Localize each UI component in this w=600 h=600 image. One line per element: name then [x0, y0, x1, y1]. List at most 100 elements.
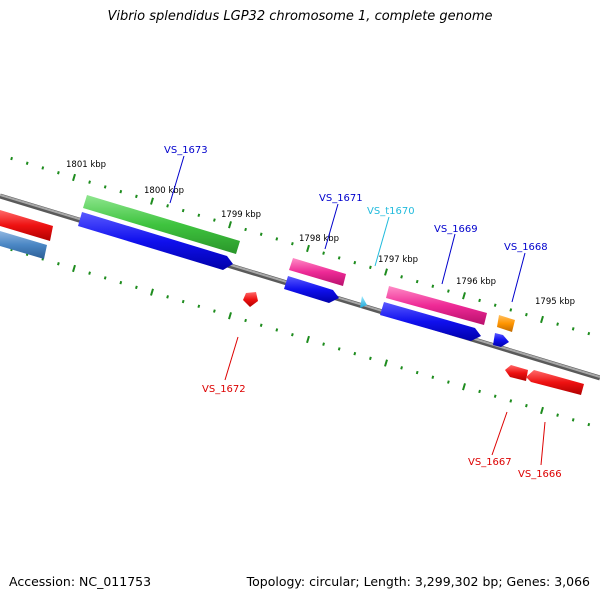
- tick-mark: [213, 218, 216, 222]
- tick-mark: [322, 251, 325, 255]
- tick-mark: [571, 418, 575, 422]
- tick-mark: [72, 264, 76, 273]
- genome-summary-text: Topology: circular; Length: 3,299,302 bp…: [246, 574, 590, 589]
- tick-mark: [525, 312, 528, 317]
- tick-mark: [384, 268, 388, 276]
- tick-mark: [275, 328, 279, 332]
- leader-vs1673: [169, 155, 185, 204]
- tick-mark: [462, 292, 466, 300]
- gene-feature-vs1666[interactable]: [526, 370, 584, 395]
- tick-mark: [353, 351, 357, 356]
- gene-feature-green[interactable]: [83, 195, 240, 254]
- tick-mark: [447, 380, 450, 384]
- tick-mark: [540, 315, 544, 324]
- tick-mark: [384, 359, 388, 367]
- tick-mark: [275, 237, 279, 241]
- gene-label-vs1671[interactable]: VS_1671: [319, 193, 363, 204]
- tick-mark: [369, 265, 372, 270]
- tick-mark: [72, 173, 76, 182]
- tick-mark: [135, 194, 138, 199]
- kbp-label: 1797 kbp: [378, 255, 418, 265]
- gene-feature-vs1667[interactable]: [505, 365, 528, 381]
- tick-mark: [41, 166, 45, 170]
- gene-label-vs1672[interactable]: VS_1672: [202, 384, 246, 395]
- gene-label-vs1667[interactable]: VS_1667: [468, 457, 512, 468]
- tick-mark: [447, 289, 450, 293]
- tick-mark: [213, 309, 216, 313]
- tick-mark: [57, 262, 60, 266]
- gene-feature-pink-1[interactable]: [289, 258, 346, 286]
- accession-text: Accession: NC_011753: [9, 574, 152, 589]
- tick-mark: [306, 244, 310, 253]
- leader-vs1669: [441, 233, 456, 285]
- tick-mark: [291, 242, 294, 246]
- gene-feature-vs1672[interactable]: [243, 292, 258, 307]
- kbp-label: 1796 kbp: [456, 277, 496, 287]
- gene-label-vs1669[interactable]: VS_1669: [434, 224, 478, 235]
- tick-mark: [509, 399, 513, 403]
- tick-mark: [119, 280, 123, 285]
- tick-mark: [415, 279, 419, 284]
- tick-mark: [244, 318, 247, 323]
- tick-mark: [197, 304, 201, 308]
- tick-mark: [322, 342, 325, 346]
- tick-mark: [197, 213, 201, 217]
- tick-mark: [150, 197, 154, 205]
- tick-mark: [57, 171, 60, 175]
- tick-mark: [181, 299, 185, 304]
- gene-feature-trna[interactable]: [360, 296, 367, 308]
- tick-mark: [556, 413, 559, 417]
- tick-mark: [556, 322, 559, 326]
- kbp-label: 1795 kbp: [535, 297, 575, 307]
- tick-mark: [400, 275, 403, 279]
- tick-mark: [571, 327, 575, 331]
- tick-mark: [337, 347, 341, 351]
- leader-vs_t1670: [374, 216, 390, 267]
- tick-mark: [181, 208, 185, 213]
- gene-label-vs1666[interactable]: VS_1666: [518, 469, 562, 480]
- tick-mark: [478, 389, 481, 394]
- leader-vs1672: [224, 336, 239, 381]
- tick-mark: [587, 422, 591, 427]
- gene-feature-steel-left[interactable]: [0, 231, 47, 259]
- map-title: Vibrio splendidus LGP32 chromosome 1, co…: [107, 9, 493, 24]
- tick-mark: [228, 312, 232, 320]
- gene-feature-pink-2[interactable]: [386, 286, 487, 325]
- tick-tracks: [10, 156, 591, 427]
- tick-mark: [10, 156, 13, 161]
- kbp-label: 1798 kbp: [299, 234, 339, 244]
- tick-mark: [431, 284, 435, 288]
- tick-mark: [337, 256, 341, 260]
- gene-feature-blue-4[interactable]: [493, 333, 509, 347]
- tick-mark: [259, 323, 263, 327]
- tick-mark: [88, 180, 91, 184]
- gene-feature-blue-2[interactable]: [284, 276, 339, 303]
- tick-mark: [478, 298, 481, 303]
- tick-mark: [291, 333, 294, 337]
- tick-mark: [135, 285, 138, 290]
- kbp-label: 1799 kbp: [221, 210, 261, 220]
- tick-mark: [306, 335, 310, 344]
- tick-mark: [150, 288, 154, 296]
- gene-feature-blue-1[interactable]: [78, 212, 233, 270]
- tick-mark: [525, 403, 528, 408]
- tick-mark: [400, 366, 403, 370]
- gene-feature-orange[interactable]: [497, 315, 515, 332]
- tick-mark: [493, 303, 497, 307]
- leader-vs1671: [324, 203, 339, 250]
- tick-mark: [431, 375, 435, 379]
- gene-label-vs1668[interactable]: VS_1668: [504, 242, 548, 253]
- gene-label-vs_t1670[interactable]: VS_t1670: [367, 206, 415, 217]
- gene-features: [0, 195, 584, 395]
- tick-mark: [119, 189, 123, 194]
- gene-feature-blue-3[interactable]: [380, 302, 481, 341]
- tick-mark: [415, 370, 419, 375]
- tick-mark: [493, 394, 497, 398]
- gene-label-vs1673[interactable]: VS_1673: [164, 145, 208, 156]
- gene-feature-red-left[interactable]: [0, 210, 53, 241]
- tick-mark: [103, 185, 107, 189]
- tick-mark: [103, 276, 107, 280]
- kbp-label: 1801 kbp: [66, 160, 106, 170]
- tick-mark: [259, 232, 263, 236]
